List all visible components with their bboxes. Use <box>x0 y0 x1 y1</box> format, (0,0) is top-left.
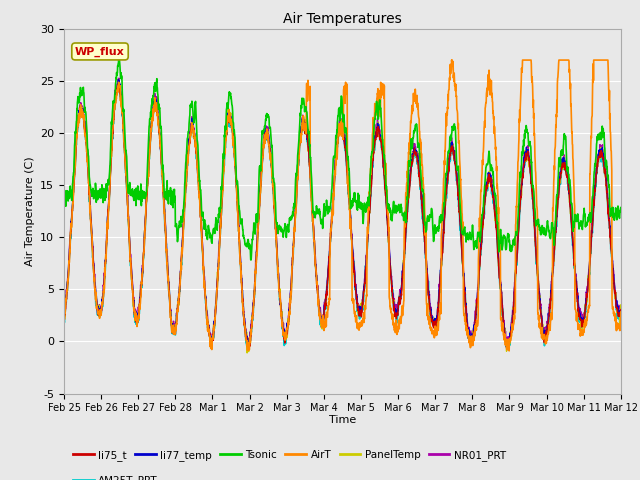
Title: Air Temperatures: Air Temperatures <box>283 12 402 26</box>
X-axis label: Time: Time <box>329 415 356 425</box>
Y-axis label: Air Temperature (C): Air Temperature (C) <box>24 156 35 266</box>
Text: WP_flux: WP_flux <box>75 47 125 57</box>
Legend: AM25T_PRT: AM25T_PRT <box>69 471 162 480</box>
